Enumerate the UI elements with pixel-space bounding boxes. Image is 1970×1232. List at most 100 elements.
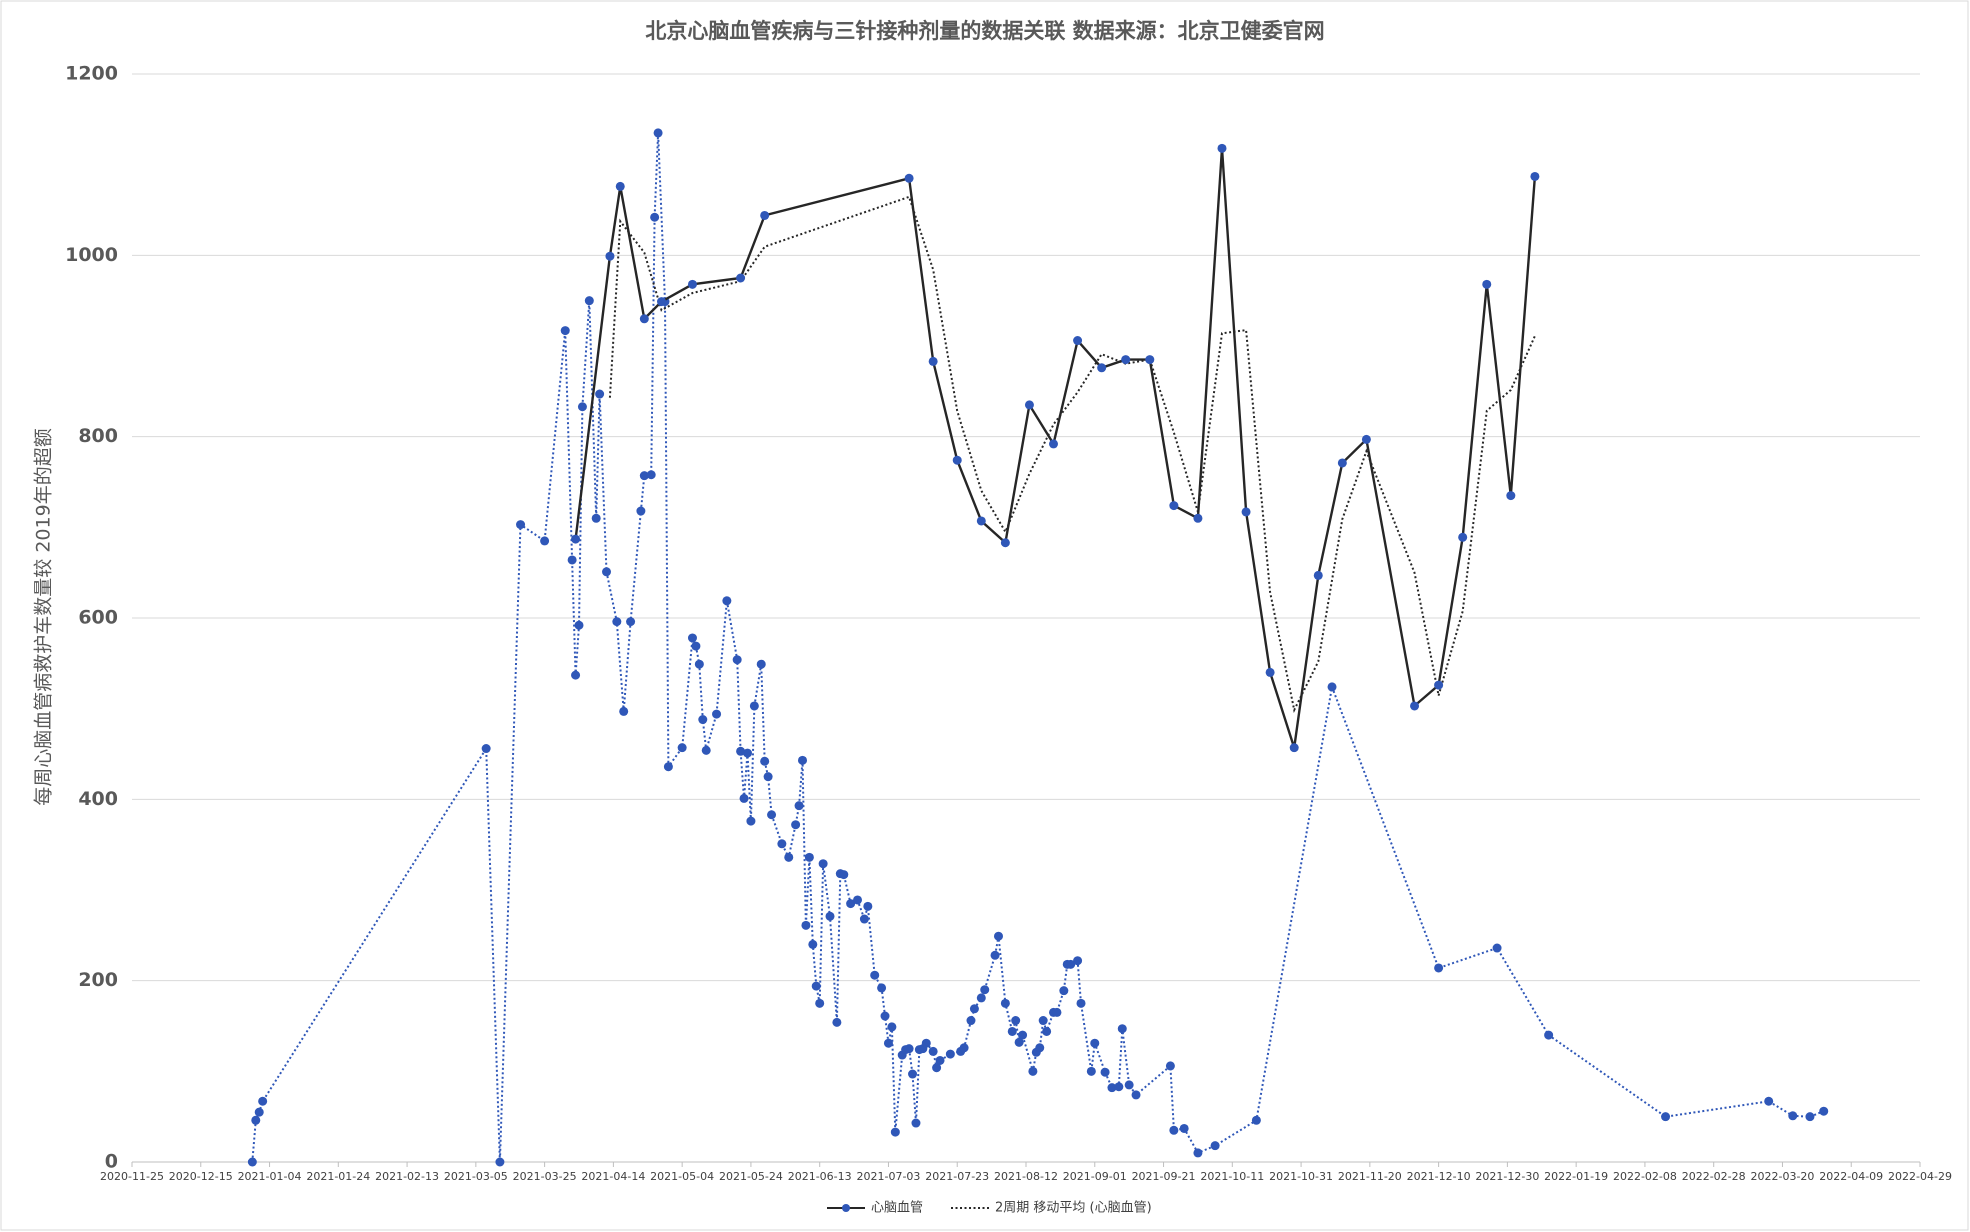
data-point: [691, 641, 701, 651]
data-point: [928, 1046, 938, 1056]
data-point: [976, 993, 986, 1003]
data-point: [251, 1115, 261, 1125]
chart-title: 北京心脑血管疾病与三针接种剂量的数据关联 数据来源：北京卫健委官网: [645, 19, 1324, 43]
series-line: [574, 148, 1537, 749]
data-point: [1327, 682, 1337, 692]
x-tick-label: 2021-04-14: [581, 1170, 645, 1183]
data-point: [904, 173, 914, 183]
data-point: [832, 1017, 842, 1027]
x-tick-label: 2022-03-20: [1750, 1170, 1814, 1183]
data-point: [1042, 1026, 1052, 1036]
x-tick-label: 2022-01-19: [1544, 1170, 1608, 1183]
data-point: [952, 455, 962, 465]
data-point: [1066, 959, 1076, 969]
data-point: [777, 839, 787, 849]
data-point: [1121, 355, 1131, 365]
data-point: [694, 659, 704, 669]
data-point: [1410, 701, 1420, 711]
y-tick-label: 1000: [65, 244, 118, 266]
data-point: [1124, 1080, 1134, 1090]
data-point: [1052, 1007, 1062, 1017]
data-point: [945, 1049, 955, 1059]
data-point: [1492, 943, 1502, 953]
x-tick-label: 2021-12-10: [1407, 1170, 1471, 1183]
data-point: [591, 513, 601, 523]
legend-label: 心脑血管: [871, 1201, 923, 1216]
x-tick-label: 2022-02-28: [1682, 1170, 1746, 1183]
data-point: [1193, 1148, 1203, 1158]
data-point: [756, 659, 766, 669]
data-point: [1035, 1043, 1045, 1053]
data-point: [247, 1157, 257, 1167]
legend-marker: [842, 1204, 850, 1212]
data-point: [653, 128, 663, 138]
x-tick-label: 2021-09-21: [1132, 1170, 1196, 1183]
data-point: [722, 596, 732, 606]
data-point: [1819, 1106, 1829, 1116]
data-point: [1107, 1083, 1117, 1093]
x-tick-label: 2021-05-24: [719, 1170, 783, 1183]
data-point: [976, 516, 986, 526]
data-point: [1114, 1082, 1124, 1092]
data-point: [1076, 998, 1086, 1008]
data-point: [1038, 1016, 1048, 1026]
data-point: [846, 899, 856, 909]
data-point: [966, 1016, 976, 1026]
data-point: [1313, 570, 1323, 580]
data-point: [646, 470, 656, 480]
data-point: [1210, 1141, 1220, 1151]
data-point: [863, 901, 873, 911]
data-point: [732, 655, 742, 665]
x-tick-label: 2021-12-30: [1475, 1170, 1539, 1183]
data-point: [1217, 143, 1227, 153]
data-point: [763, 772, 773, 782]
data-point: [804, 852, 814, 862]
data-point: [808, 939, 818, 949]
data-point: [1014, 1037, 1024, 1047]
data-point: [908, 1069, 918, 1079]
series-line: [251, 132, 1825, 1163]
data-point: [1097, 363, 1107, 373]
data-point: [1145, 355, 1155, 365]
data-point: [1073, 336, 1083, 346]
data-point: [1086, 1066, 1096, 1076]
data-point: [571, 670, 581, 680]
x-tick-label: 2021-09-01: [1063, 1170, 1127, 1183]
data-point: [739, 793, 749, 803]
data-point: [577, 402, 587, 412]
data-point: [784, 852, 794, 862]
data-point: [935, 1055, 945, 1065]
data-point: [701, 745, 711, 755]
data-point: [990, 950, 1000, 960]
data-point: [619, 706, 629, 716]
legend-label: 2周期 移动平均 (心脑血管): [995, 1201, 1152, 1216]
x-tick-label: 2021-01-24: [306, 1170, 370, 1183]
x-tick-label: 2021-02-13: [375, 1170, 439, 1183]
data-point: [853, 895, 863, 905]
data-point: [911, 1118, 921, 1128]
data-point: [969, 1004, 979, 1014]
x-tick-label: 2021-03-05: [444, 1170, 508, 1183]
data-point: [584, 296, 594, 306]
data-point: [887, 1022, 897, 1032]
data-point: [1434, 680, 1444, 690]
data-point: [825, 911, 835, 921]
data-point: [859, 914, 869, 924]
data-point: [928, 356, 938, 366]
x-tick-label: 2020-11-25: [100, 1170, 164, 1183]
data-point: [1073, 956, 1083, 966]
data-point: [870, 970, 880, 980]
x-tick-label: 2021-07-03: [856, 1170, 920, 1183]
data-point: [760, 210, 770, 220]
data-point: [1028, 1066, 1038, 1076]
data-point: [516, 520, 526, 530]
data-point: [791, 820, 801, 830]
data-point: [1805, 1112, 1815, 1122]
data-point: [1000, 998, 1010, 1008]
data-point: [815, 998, 825, 1008]
data-point: [602, 567, 612, 577]
data-point: [1165, 1061, 1175, 1071]
data-point: [663, 762, 673, 772]
data-point: [1544, 1030, 1554, 1040]
data-point: [481, 744, 491, 754]
